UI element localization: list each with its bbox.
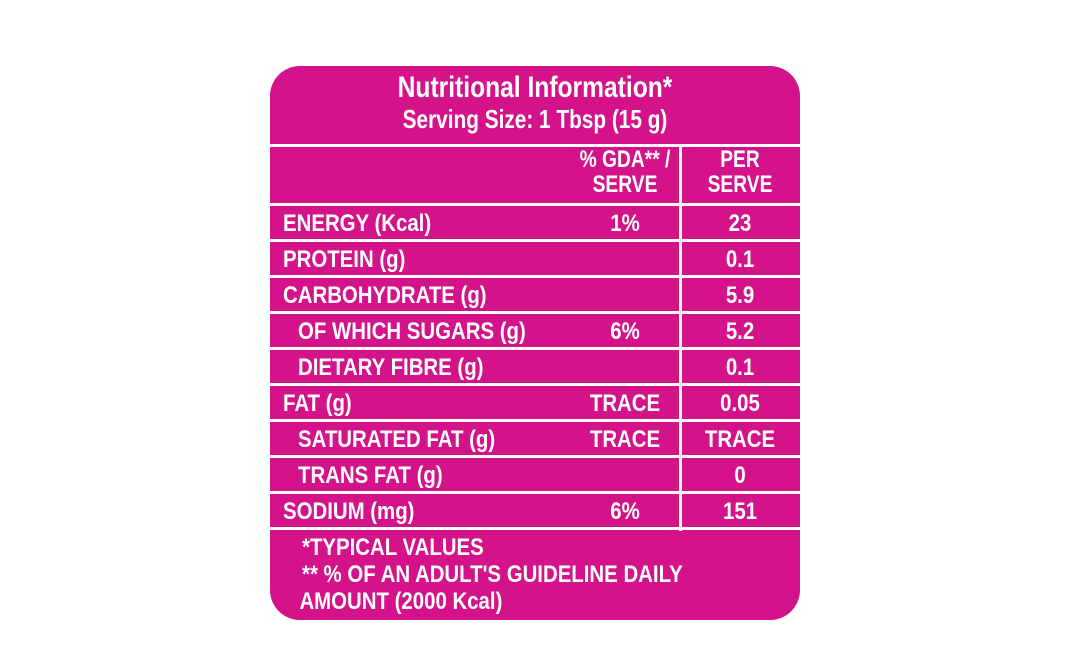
gda-column-header: % GDA** / SERVE (573, 147, 677, 197)
label-title: Nutritional Information* (397, 71, 673, 104)
table-row: OF WHICH SUGARS (g) 6% 5.2 (270, 314, 800, 350)
per-serve-value: 5.2 (725, 318, 755, 345)
column-divider (679, 145, 682, 531)
row-divider (270, 455, 800, 458)
row-divider (270, 203, 800, 206)
nutrient-label: SATURATED FAT (g) (298, 426, 496, 453)
nutrient-label: CARBOHYDRATE (g) (283, 282, 487, 309)
per-serve-value: 23 (728, 210, 752, 237)
per-serve-value: 0.1 (725, 246, 755, 273)
gda-header-line1: % GDA** / (579, 146, 671, 173)
per-header-line2: SERVE (707, 171, 773, 198)
table-row: FAT (g) TRACE 0.05 (270, 386, 800, 422)
gda-value: TRACE (589, 390, 661, 417)
row-divider (270, 383, 800, 386)
divider (270, 144, 800, 147)
nutrient-label: DIETARY FIBRE (g) (298, 354, 484, 381)
nutrient-label: OF WHICH SUGARS (g) (298, 318, 526, 345)
per-serve-value: 0.05 (720, 390, 760, 417)
row-divider (270, 419, 800, 422)
gda-value: TRACE (589, 426, 661, 453)
table-row: PROTEIN (g) 0.1 (270, 242, 800, 278)
footnote-typical: *TYPICAL VALUES (302, 534, 484, 561)
serving-size: Serving Size: 1 Tbsp (15 g) (402, 104, 668, 134)
gda-value: 6% (610, 498, 640, 525)
nutrient-label: SODIUM (mg) (283, 498, 415, 525)
per-serve-value: TRACE (704, 426, 776, 453)
nutrient-label: PROTEIN (g) (283, 246, 406, 273)
row-divider (270, 239, 800, 242)
nutrient-label: TRANS FAT (g) (298, 462, 443, 489)
nutrition-label: Nutritional Information* Serving Size: 1… (270, 66, 800, 620)
per-serve-value: 151 (722, 498, 758, 525)
footnote-gda-line1: ** % OF AN ADULT'S GUIDELINE DAILY (302, 561, 683, 588)
gda-header-line2: SERVE (592, 171, 658, 198)
table-row: ENERGY (Kcal) 1% 23 (270, 206, 800, 242)
per-serve-column-header: PER SERVE (700, 147, 780, 197)
table-row: SODIUM (mg) 6% 151 (270, 494, 800, 530)
per-serve-value: 0.1 (725, 354, 755, 381)
gda-value: 1% (610, 210, 640, 237)
footnote-gda-line2: AMOUNT (2000 Kcal) (299, 588, 503, 615)
footnotes: *TYPICAL VALUES ** % OF AN ADULT'S GUIDE… (299, 534, 683, 615)
table-row: DIETARY FIBRE (g) 0.1 (270, 350, 800, 386)
row-divider (270, 347, 800, 350)
per-serve-value: 5.9 (725, 282, 755, 309)
table-row: TRANS FAT (g) 0 (270, 458, 800, 494)
row-divider (270, 275, 800, 278)
gda-value: 6% (610, 318, 640, 345)
nutrient-label: ENERGY (Kcal) (283, 210, 432, 237)
row-divider (270, 491, 800, 494)
table-row: SATURATED FAT (g) TRACE TRACE (270, 422, 800, 458)
nutrient-label: FAT (g) (283, 390, 352, 417)
per-header-line1: PER (720, 146, 760, 173)
row-divider (270, 527, 800, 530)
per-serve-value: 0 (734, 462, 746, 489)
table-row: CARBOHYDRATE (g) 5.9 (270, 278, 800, 314)
row-divider (270, 311, 800, 314)
